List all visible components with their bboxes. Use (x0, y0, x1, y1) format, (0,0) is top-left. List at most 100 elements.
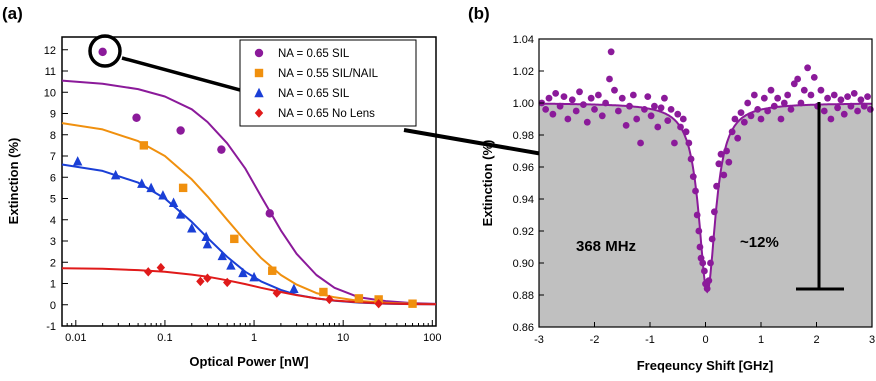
data-point-a-series-1 (354, 294, 364, 303)
data-point-a-series-0 (265, 209, 274, 218)
data-point-b (654, 123, 662, 131)
pointer-line (121, 56, 263, 98)
data-point-b (837, 96, 845, 104)
y-tick-label-b: 0.96 (513, 162, 534, 174)
data-point-b (647, 112, 655, 120)
data-point-a-series-2 (175, 209, 186, 219)
data-point-b (810, 74, 818, 81)
data-point-b (629, 91, 637, 99)
data-point-a-series-2 (146, 182, 156, 193)
data-point-a-series-2 (217, 250, 227, 261)
data-point-b (606, 75, 613, 83)
x-tick-label-b: 2 (813, 334, 819, 346)
data-point-a-series-3 (156, 262, 166, 273)
data-point-b (840, 110, 848, 118)
depth-annotation: ~12% (740, 234, 779, 251)
y-tick-label-b: 0.88 (513, 290, 534, 302)
x-ticks-a: 0.01 0.1 1 10 100 (61, 320, 441, 344)
data-point-b (618, 94, 626, 102)
data-point-b (737, 109, 745, 116)
fit-curve-a-series-3 (61, 267, 437, 306)
x-ticks-b: -3 -2 -1 0 1 2 3 (534, 322, 875, 346)
y-axis-title-b: Extinction (%) (480, 140, 495, 227)
fill-under-fit-b (539, 103, 872, 327)
legend-items: NA = 0.65 SIL NA = 0.55 SIL/NAIL NA = 0.65… (254, 48, 379, 120)
x-tick-label-b: -1 (645, 334, 655, 346)
data-point-b (807, 91, 815, 99)
x-tick-label-b: -3 (534, 334, 544, 346)
y-tick-label-b: 0.98 (513, 130, 534, 142)
fit-curve-a-series-1 (61, 122, 437, 306)
data-point-b (740, 118, 748, 126)
y-tick-label-b: 1.02 (513, 66, 534, 78)
data-point-b (844, 93, 851, 100)
x-tick-label-a: 0.1 (157, 332, 172, 344)
data-point-b (834, 104, 841, 112)
highlight-circle (88, 34, 122, 68)
data-point-b (850, 90, 858, 97)
data-point-a-series-3 (196, 276, 205, 287)
data-point-a-series-2 (187, 223, 197, 233)
legend-label-3: NA = 0.65 No Lens (278, 108, 375, 120)
data-point-b (725, 158, 733, 166)
data-point-b (583, 118, 591, 126)
y-tick-label-b: 0.94 (513, 194, 534, 206)
legend-marker-2 (254, 87, 264, 98)
data-point-a-series-1 (408, 299, 417, 308)
y-tick-label-a: 9 (50, 109, 56, 121)
data-point-b (587, 94, 595, 102)
data-point-a-series-0 (176, 126, 185, 135)
y-tick-label-a: 0 (50, 300, 56, 312)
data-points-a (72, 47, 417, 309)
data-point-b (790, 80, 798, 88)
y-tick-label-a: 8 (50, 130, 56, 142)
data-point-a-series-2 (72, 156, 83, 166)
x-tick-label-a: 10 (337, 332, 349, 344)
data-point-b (817, 86, 825, 94)
x-tick-label-b: 3 (869, 334, 875, 346)
data-point-b (671, 139, 678, 147)
data-point-b (794, 75, 802, 83)
x-tick-label-a: 0.01 (65, 332, 86, 344)
data-point-b (637, 139, 644, 147)
legend: NA = 0.65 SIL NA = 0.55 SIL/NAIL NA = 0.65… (239, 39, 417, 127)
legend-marker-1 (254, 68, 264, 78)
legend-marker-0 (254, 48, 264, 58)
data-point-b (787, 106, 795, 113)
data-point-b (866, 106, 874, 113)
data-point-b (576, 88, 583, 96)
y-tick-label-a: 2 (50, 257, 56, 269)
data-point-a-series-2 (158, 190, 168, 200)
data-point-b (644, 93, 652, 100)
data-point-a-series-1 (178, 183, 188, 193)
data-point-b (720, 171, 728, 179)
data-point-b (854, 107, 861, 115)
data-point-a-series-3 (325, 294, 334, 305)
data-point-b (594, 91, 602, 99)
data-point-a-series-2 (202, 238, 213, 249)
legend-label-2: NA = 0.65 SIL (278, 88, 350, 100)
data-point-a-series-0 (98, 47, 107, 57)
data-point-b (667, 106, 675, 113)
data-point-a-series-2 (168, 197, 179, 207)
data-point-b (864, 93, 871, 100)
data-point-b (777, 115, 785, 123)
data-point-b (607, 48, 615, 56)
data-point-b (827, 115, 835, 123)
data-point-b (757, 115, 765, 123)
x-axis-title-a: Optical Power [nW] (189, 354, 308, 369)
fwhm-annotation: 368 MHz (576, 238, 636, 255)
data-point-a-series-2 (238, 267, 248, 278)
data-point-a-series-1 (319, 287, 328, 297)
panel-b: (b) -3 -2 -1 0 1 2 3 0.860.880.900.920.940.960… (468, 4, 875, 373)
data-point-b (767, 86, 775, 94)
data-point-a-series-3 (272, 288, 282, 298)
y-axis-title-a: Extinction (%) (6, 138, 21, 225)
data-point-a-series-2 (201, 231, 211, 241)
fit-curve-b (539, 102, 872, 294)
data-point-b (542, 106, 550, 113)
data-point-b (549, 110, 557, 118)
x-tick-label-b: 0 (702, 334, 708, 346)
